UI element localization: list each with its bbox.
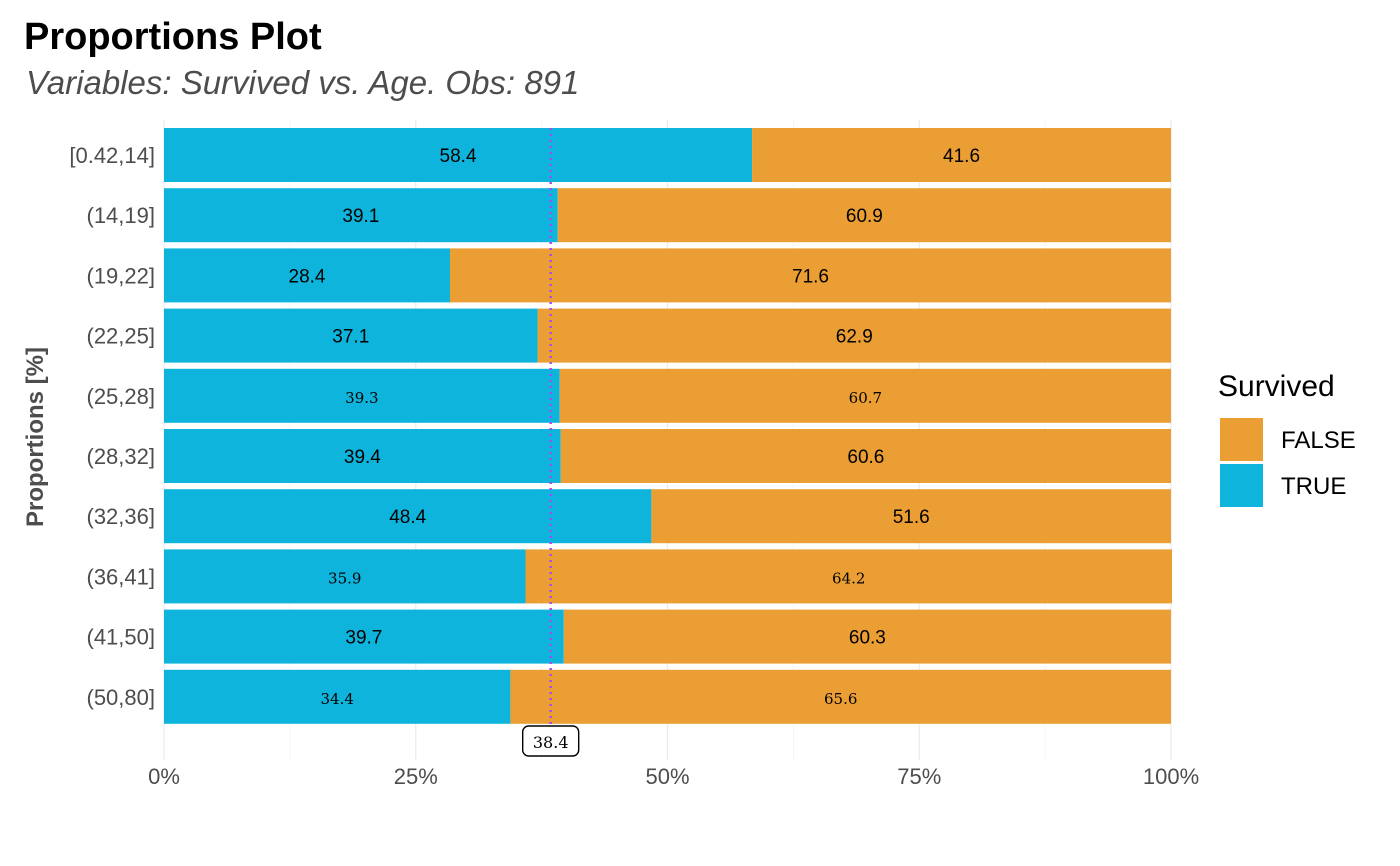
value-label-true: 58.4 xyxy=(440,146,477,167)
bar-true xyxy=(164,429,561,483)
value-label-false: 64.2 xyxy=(832,569,865,587)
value-label-true: 34.4 xyxy=(321,690,354,708)
bar-true xyxy=(164,609,564,664)
value-label-true: 39.1 xyxy=(342,206,379,227)
value-label-true: 39.3 xyxy=(345,389,378,407)
legend-swatch xyxy=(1220,418,1263,461)
category-axis: [0.42,14] (14,19] (19,22] (22,25] (25,28] (28… xyxy=(69,143,155,710)
bar-false xyxy=(510,669,1172,724)
value-label-false: 60.3 xyxy=(849,628,886,649)
value-label-false: 60.6 xyxy=(847,447,884,468)
legend-label: FALSE xyxy=(1281,427,1356,454)
value-label-true: 48.4 xyxy=(389,507,426,528)
value-label-false: 60.7 xyxy=(849,389,882,407)
category-label: (14,19] xyxy=(87,203,156,228)
x-tick-label: 75% xyxy=(897,764,941,789)
value-label-true: 35.9 xyxy=(328,569,361,587)
value-label-false: 71.6 xyxy=(792,266,829,287)
category-label: (25,28] xyxy=(87,384,156,409)
bar-true xyxy=(164,188,558,243)
bar-true xyxy=(164,368,560,423)
bar-true xyxy=(164,489,652,544)
category-label: (50,80] xyxy=(87,685,156,710)
value-label-false: 65.6 xyxy=(824,690,857,708)
bar-false xyxy=(557,188,1171,243)
bar-false xyxy=(537,308,1171,363)
category-label: (28,32] xyxy=(87,444,156,469)
value-label-false: 62.9 xyxy=(836,327,873,348)
bar-false xyxy=(559,368,1171,423)
category-label: (32,36] xyxy=(87,504,156,529)
category-label: (22,25] xyxy=(87,324,156,349)
bar-true xyxy=(164,128,753,182)
chart-subtitle: Variables: Survived vs. Age. Obs: 891 xyxy=(26,64,580,101)
y-axis-label: Proportions [%] xyxy=(22,347,49,527)
reference-label: 38.4 xyxy=(533,733,569,752)
legend-label: TRUE xyxy=(1281,473,1346,500)
legend-title: Survived xyxy=(1218,370,1335,403)
reference-line-layer: 38.4 xyxy=(521,128,580,757)
x-tick-label: 100% xyxy=(1143,764,1199,789)
value-label-false: 60.9 xyxy=(846,206,883,227)
x-tick-label: 50% xyxy=(645,764,689,789)
reference-label-box xyxy=(521,725,580,757)
category-label: (36,41] xyxy=(87,564,156,589)
value-label-true: 37.1 xyxy=(332,327,369,348)
legend-swatch xyxy=(1220,464,1263,507)
bar-layer xyxy=(164,128,1173,724)
bar-false xyxy=(560,429,1171,483)
x-tick-label: 0% xyxy=(148,764,180,789)
chart-title: Proportions Plot xyxy=(24,16,322,58)
bar-true xyxy=(164,308,538,363)
bar-false xyxy=(563,609,1171,664)
bar-true xyxy=(164,549,526,604)
x-tick-label: 25% xyxy=(394,764,438,789)
bar-true xyxy=(164,669,511,724)
value-label-true: 39.4 xyxy=(344,447,381,468)
value-label-layer: 58.4 41.6 39.1 60.9 28.4 71.6 37.1 62.9 39.3 60.7… xyxy=(289,146,981,708)
category-label: (41,50] xyxy=(87,625,156,650)
bar-false xyxy=(651,489,1171,544)
category-label: [0.42,14] xyxy=(69,143,155,168)
value-label-true: 28.4 xyxy=(289,266,326,287)
bar-false xyxy=(449,248,1171,303)
bar-true xyxy=(164,248,450,303)
bar-false xyxy=(752,128,1171,182)
bar-false xyxy=(525,549,1173,604)
value-label-false: 51.6 xyxy=(893,507,930,528)
category-label: (19,22] xyxy=(87,263,156,288)
value-label-false: 41.6 xyxy=(943,146,980,167)
x-axis: 0% 25% 50% 75% 100% xyxy=(148,764,1199,789)
value-label-true: 39.7 xyxy=(345,628,382,649)
legend: Survived FALSE TRUE xyxy=(1218,370,1356,507)
